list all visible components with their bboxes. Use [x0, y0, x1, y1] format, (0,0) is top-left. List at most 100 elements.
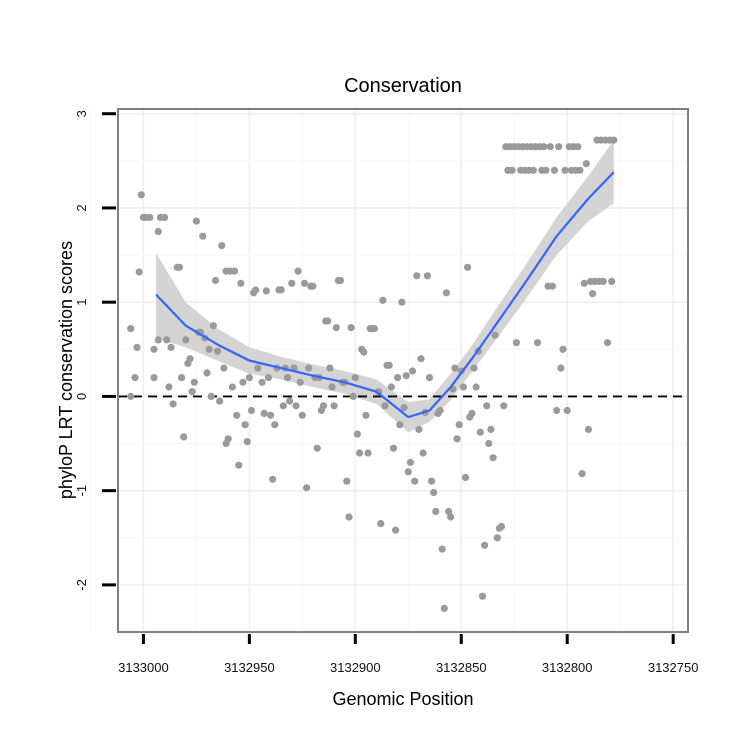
data-point	[546, 143, 554, 151]
data-point	[288, 279, 296, 287]
data-point	[292, 402, 300, 410]
data-point	[377, 520, 385, 528]
x-axis-label: Genomic Position	[332, 689, 473, 709]
data-point	[563, 406, 571, 415]
x-tick-label: 3132850	[436, 660, 487, 675]
data-point	[237, 279, 245, 287]
data-point	[135, 268, 143, 276]
data-point	[394, 374, 402, 382]
data-point	[385, 361, 393, 369]
data-point	[319, 402, 328, 410]
data-point	[485, 439, 493, 448]
data-point	[396, 421, 404, 429]
data-point	[489, 454, 497, 462]
data-point	[553, 406, 561, 415]
x-tick-label: 3132950	[224, 660, 275, 675]
data-point	[305, 364, 313, 372]
data-point	[360, 348, 368, 356]
data-point	[332, 324, 340, 332]
data-point	[542, 166, 550, 174]
data-point	[461, 473, 470, 482]
data-point	[203, 369, 211, 377]
data-point	[228, 383, 236, 391]
data-point	[550, 166, 559, 174]
data-point	[300, 279, 309, 287]
data-point	[154, 336, 162, 344]
data-point	[190, 378, 198, 386]
data-point	[167, 343, 175, 351]
y-axis: -2 -1 0 1 2 3	[74, 110, 116, 591]
data-point	[205, 345, 213, 353]
confidence-band-layer	[156, 140, 614, 433]
data-point	[370, 325, 378, 333]
data-point	[483, 402, 491, 410]
data-point	[330, 402, 338, 410]
data-point	[220, 364, 228, 372]
data-point	[169, 400, 177, 408]
smooth-line-layer	[155, 171, 615, 419]
data-point	[137, 191, 145, 199]
y-tick-label: 3	[74, 110, 89, 117]
data-point	[362, 411, 370, 419]
data-point	[154, 227, 162, 236]
data-point	[381, 402, 389, 410]
data-point	[277, 286, 285, 294]
y-tick-label: 2	[74, 204, 89, 211]
data-point	[199, 232, 207, 240]
data-point	[438, 545, 446, 553]
data-point	[216, 397, 224, 405]
data-point	[430, 488, 438, 497]
data-point	[218, 242, 226, 250]
data-point	[445, 507, 453, 515]
data-point	[574, 143, 582, 151]
data-point	[557, 364, 565, 372]
data-point	[252, 286, 260, 294]
data-point	[398, 298, 406, 306]
chart-title: Conservation	[344, 75, 462, 97]
data-point	[271, 421, 279, 429]
data-point	[209, 322, 217, 330]
data-point	[303, 484, 311, 492]
data-point	[262, 287, 270, 295]
data-point	[286, 397, 294, 405]
data-point	[180, 433, 188, 441]
data-point	[436, 406, 444, 415]
data-point	[211, 276, 220, 285]
data-point	[258, 378, 266, 386]
data-point	[182, 336, 190, 344]
data-point	[610, 136, 618, 144]
data-point	[534, 339, 542, 347]
data-point	[417, 355, 425, 363]
x-tick-label: 3133000	[118, 660, 169, 675]
data-point	[428, 477, 436, 485]
y-tick-label: 0	[74, 393, 89, 400]
data-point	[309, 282, 317, 290]
data-point	[313, 444, 321, 452]
y-tick-label: -2	[74, 579, 89, 591]
data-point	[487, 425, 495, 433]
data-point	[472, 383, 480, 391]
data-point	[163, 336, 171, 344]
confidence-band	[156, 140, 614, 433]
data-point	[379, 296, 387, 304]
y-axis-label: phyloP LRT conservation scores	[56, 241, 76, 499]
data-point	[131, 374, 139, 382]
loess-fit-line	[155, 171, 615, 419]
data-point	[349, 392, 357, 400]
data-point	[419, 449, 427, 457]
data-point	[186, 355, 194, 363]
data-point	[133, 343, 141, 351]
data-point	[425, 374, 434, 382]
data-point	[224, 435, 232, 443]
data-point	[548, 282, 557, 290]
x-tick-label: 3132800	[542, 660, 593, 675]
x-tick-label: 3132750	[648, 660, 699, 675]
data-point	[127, 325, 135, 333]
data-point	[608, 277, 616, 285]
x-axis: 3133000 3132950 3132900 3132850 3132800 31327…	[118, 634, 698, 675]
data-point	[387, 383, 395, 391]
data-point	[233, 411, 241, 419]
data-point	[459, 383, 467, 391]
data-point	[353, 430, 361, 438]
